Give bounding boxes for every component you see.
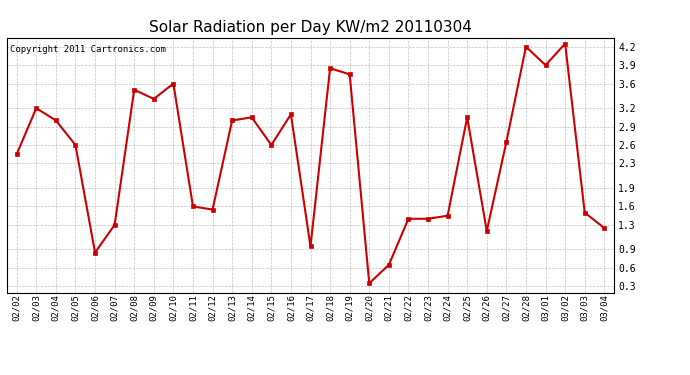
Title: Solar Radiation per Day KW/m2 20110304: Solar Radiation per Day KW/m2 20110304: [149, 20, 472, 35]
Text: Copyright 2011 Cartronics.com: Copyright 2011 Cartronics.com: [10, 45, 166, 54]
